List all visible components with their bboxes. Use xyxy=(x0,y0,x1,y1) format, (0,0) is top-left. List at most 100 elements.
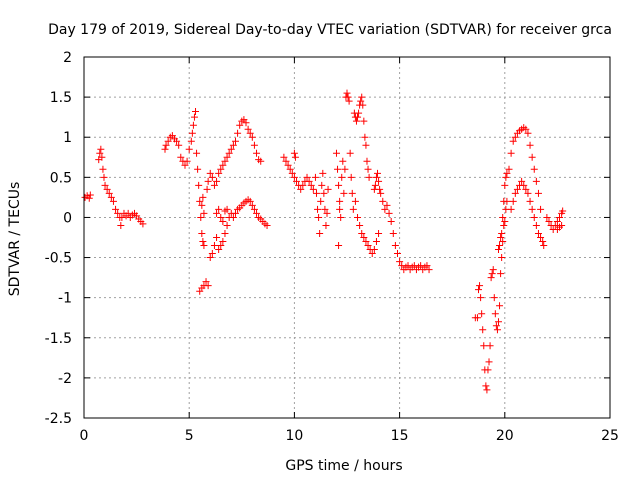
data-point xyxy=(253,149,261,157)
y-axis-ticks: -2.5 -2 -1.5 -1 -0.5 0 0.5 1 1.5 2 xyxy=(45,50,610,427)
y-tick-label: 0 xyxy=(63,210,72,226)
data-point xyxy=(223,205,231,213)
data-point xyxy=(213,209,221,217)
data-point xyxy=(305,177,313,185)
data-point xyxy=(118,213,126,221)
data-point xyxy=(362,238,370,246)
data-point xyxy=(537,234,545,241)
x-axis-label: GPS time / hours xyxy=(285,458,402,474)
data-point xyxy=(345,97,353,105)
data-point xyxy=(323,209,331,217)
data-point xyxy=(208,173,216,181)
data-point xyxy=(502,173,510,181)
data-point xyxy=(199,238,207,246)
data-point xyxy=(215,205,223,213)
y-tick-label: 2 xyxy=(63,50,72,66)
data-point xyxy=(309,185,317,193)
data-point xyxy=(314,205,322,213)
data-point xyxy=(250,141,258,149)
data-point xyxy=(509,197,517,205)
data-point xyxy=(217,213,225,221)
data-point xyxy=(493,326,501,334)
y-tick-label: 0.5 xyxy=(50,170,72,186)
data-point xyxy=(219,217,227,225)
data-point xyxy=(263,221,271,229)
data-point xyxy=(215,169,223,177)
data-point xyxy=(96,149,104,157)
data-point xyxy=(98,153,106,161)
data-point xyxy=(307,181,315,189)
data-point xyxy=(203,185,211,193)
data-point xyxy=(484,366,492,374)
data-point xyxy=(480,342,488,350)
data-point xyxy=(501,181,509,189)
data-point xyxy=(374,169,382,177)
data-point xyxy=(221,157,229,165)
data-point xyxy=(524,189,532,197)
data-point xyxy=(486,342,494,350)
data-point xyxy=(303,173,311,181)
data-point xyxy=(487,274,495,282)
data-point xyxy=(236,121,244,129)
data-point xyxy=(494,318,502,326)
data-point xyxy=(242,119,250,127)
data-point xyxy=(248,133,256,141)
data-point xyxy=(532,177,540,185)
data-point xyxy=(340,189,348,197)
data-point xyxy=(501,217,509,225)
data-point xyxy=(498,229,506,237)
data-point xyxy=(210,181,218,189)
data-point xyxy=(320,189,328,197)
x-tick-label: 10 xyxy=(285,428,303,444)
data-point xyxy=(312,189,320,197)
data-point xyxy=(204,282,212,290)
data-point xyxy=(391,242,399,250)
data-point xyxy=(215,246,223,254)
data-point xyxy=(188,129,196,137)
data-point xyxy=(99,165,107,173)
data-point xyxy=(507,149,515,157)
data-point xyxy=(190,113,198,121)
data-point xyxy=(532,221,540,229)
data-point xyxy=(185,145,193,153)
data-point xyxy=(483,386,491,394)
data-point xyxy=(290,149,298,157)
data-point xyxy=(498,254,506,262)
data-point xyxy=(530,213,538,221)
data-point xyxy=(199,193,207,201)
data-point xyxy=(189,121,197,129)
data-point xyxy=(365,173,373,181)
data-point xyxy=(217,242,225,250)
data-point xyxy=(389,229,397,237)
data-point xyxy=(100,173,108,181)
data-point xyxy=(322,221,330,229)
data-point xyxy=(509,137,517,145)
data-point xyxy=(534,189,542,197)
data-point xyxy=(375,177,383,185)
data-point xyxy=(347,173,355,181)
data-point xyxy=(368,250,376,258)
data-point xyxy=(528,153,536,161)
data-point xyxy=(284,161,292,169)
data-point xyxy=(193,149,201,157)
data-point xyxy=(317,197,325,205)
data-point xyxy=(396,258,404,266)
data-point xyxy=(297,185,305,193)
data-point xyxy=(505,165,513,173)
data-point xyxy=(194,165,202,173)
data-point xyxy=(202,278,210,286)
data-point xyxy=(387,217,395,225)
data-point xyxy=(423,262,431,270)
data-point xyxy=(187,137,195,145)
x-axis-ticks: 0 5 10 15 20 25 xyxy=(80,57,619,444)
data-point xyxy=(553,217,561,225)
data-point xyxy=(105,189,113,197)
data-point xyxy=(311,173,319,181)
data-point xyxy=(370,246,378,254)
data-point xyxy=(206,169,214,177)
data-point xyxy=(208,250,216,258)
data-point xyxy=(319,169,327,177)
data-point xyxy=(376,185,384,193)
data-point xyxy=(198,201,206,209)
